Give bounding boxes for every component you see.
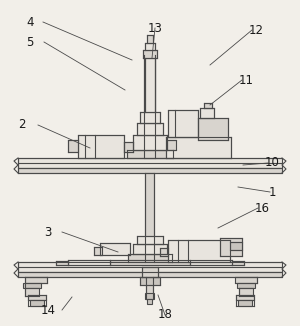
Text: 2: 2 (18, 118, 26, 131)
Bar (145, 293, 154, 299)
Bar (78, 135, 124, 158)
Bar (236, 295, 254, 300)
Bar (235, 277, 257, 283)
Text: 3: 3 (44, 226, 52, 239)
Bar (198, 118, 228, 140)
Bar (190, 260, 232, 265)
Bar (127, 150, 173, 158)
Bar (160, 248, 168, 256)
Bar (204, 103, 212, 108)
Text: 14: 14 (40, 304, 56, 317)
Bar (168, 240, 230, 262)
Text: 12: 12 (248, 23, 263, 37)
Bar (68, 140, 78, 152)
Bar (25, 277, 47, 283)
Bar (18, 262, 282, 272)
Text: 18: 18 (158, 308, 172, 321)
Text: 1: 1 (268, 185, 276, 199)
Bar (18, 272, 282, 277)
Bar (147, 299, 152, 304)
Bar (168, 110, 198, 137)
Bar (145, 173, 154, 262)
Text: 4: 4 (26, 16, 34, 28)
Bar (167, 140, 176, 150)
Bar (142, 267, 158, 277)
Bar (230, 242, 242, 250)
Bar (23, 283, 41, 288)
Bar (28, 295, 46, 300)
Text: 10: 10 (265, 156, 279, 170)
Bar (100, 243, 130, 255)
Bar (220, 238, 242, 256)
Bar (200, 108, 214, 118)
Bar (145, 43, 155, 50)
Bar (56, 261, 68, 265)
Text: 16: 16 (254, 201, 269, 215)
Bar (166, 137, 231, 158)
Bar (144, 55, 155, 158)
Bar (30, 300, 44, 306)
Bar (94, 247, 102, 255)
Bar (68, 260, 110, 265)
Text: 11: 11 (238, 73, 253, 86)
Bar (137, 123, 163, 135)
Bar (238, 300, 252, 306)
Bar (110, 260, 190, 265)
Bar (124, 142, 133, 152)
Bar (146, 277, 153, 299)
Bar (147, 35, 153, 43)
Bar (18, 168, 282, 173)
Bar (133, 244, 167, 254)
Bar (145, 58, 155, 112)
Bar (140, 277, 160, 285)
Bar (140, 112, 160, 123)
Bar (143, 50, 157, 58)
Bar (18, 158, 282, 168)
Bar (25, 288, 39, 296)
Text: 5: 5 (26, 36, 34, 49)
Bar (239, 288, 253, 296)
Bar (128, 254, 172, 262)
Bar (237, 283, 255, 288)
Bar (133, 135, 167, 150)
Bar (137, 236, 163, 244)
Bar (232, 261, 244, 265)
Text: 13: 13 (148, 22, 162, 35)
